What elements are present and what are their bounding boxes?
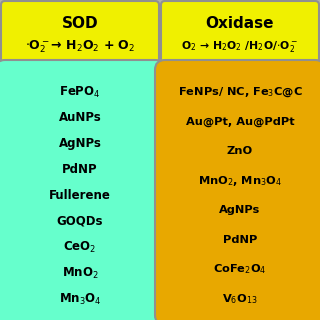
Text: AgNPs: AgNPs <box>220 205 260 215</box>
Text: MnO$_2$: MnO$_2$ <box>62 266 98 281</box>
Text: PdNP: PdNP <box>62 163 98 176</box>
FancyBboxPatch shape <box>155 60 320 320</box>
Text: MnO$_2$, Mn$_3$O$_4$: MnO$_2$, Mn$_3$O$_4$ <box>198 174 282 188</box>
Text: PdNP: PdNP <box>223 235 257 245</box>
FancyBboxPatch shape <box>0 60 165 320</box>
Text: CeO$_2$: CeO$_2$ <box>63 240 97 255</box>
Text: SOD: SOD <box>62 15 98 30</box>
Text: GOQDs: GOQDs <box>57 215 103 228</box>
Text: Mn$_3$O$_4$: Mn$_3$O$_4$ <box>59 292 101 307</box>
Text: Oxidase: Oxidase <box>206 15 274 30</box>
Text: Fullerene: Fullerene <box>49 189 111 202</box>
Text: $\cdot$O$_2^-$→ H$_2$O$_2$ + O$_2$: $\cdot$O$_2^-$→ H$_2$O$_2$ + O$_2$ <box>25 39 135 55</box>
Text: Au@Pt, Au@PdPt: Au@Pt, Au@PdPt <box>186 116 294 127</box>
FancyBboxPatch shape <box>1 1 159 69</box>
Text: CoFe$_2$O$_4$: CoFe$_2$O$_4$ <box>213 262 267 276</box>
Text: FePO$_4$: FePO$_4$ <box>59 84 101 100</box>
Text: AgNPs: AgNPs <box>59 137 101 150</box>
FancyBboxPatch shape <box>161 1 319 69</box>
Text: FeNPs/ NC, Fe$_3$C@C: FeNPs/ NC, Fe$_3$C@C <box>178 85 302 99</box>
Text: AuNPs: AuNPs <box>59 111 101 124</box>
Text: O$_2$ → H$_2$O$_2$ /H$_2$O/$\cdot$O$_2^-$: O$_2$ → H$_2$O$_2$ /H$_2$O/$\cdot$O$_2^-… <box>181 39 299 54</box>
Text: ZnO: ZnO <box>227 146 253 156</box>
Text: V$_6$O$_{13}$: V$_6$O$_{13}$ <box>222 292 258 306</box>
